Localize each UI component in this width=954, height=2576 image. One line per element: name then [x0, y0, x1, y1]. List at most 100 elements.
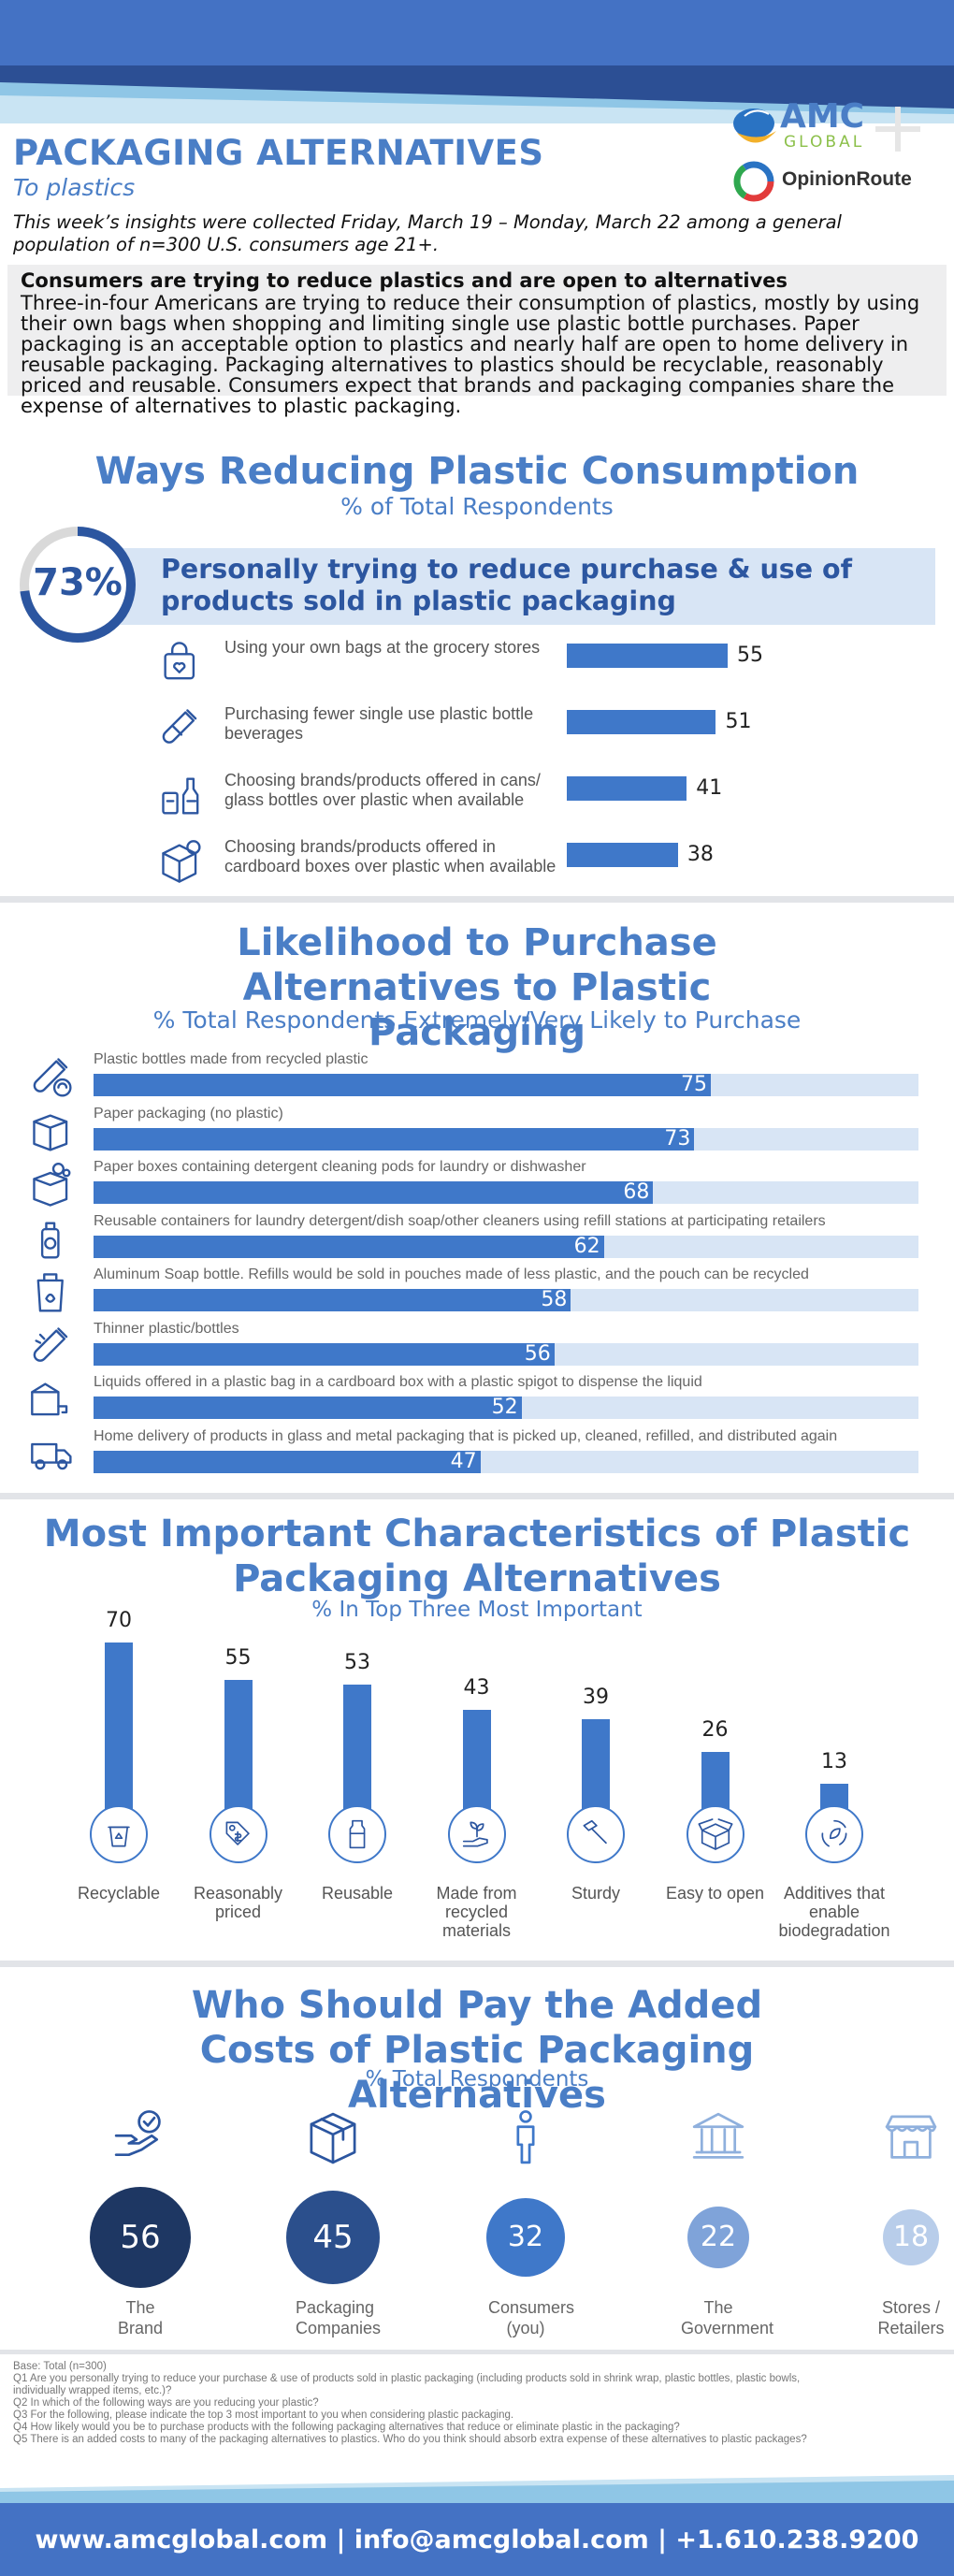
footer-banner — [0, 2475, 954, 2576]
s2-bar-value: 52 — [491, 1396, 518, 1419]
divider-2 — [0, 1493, 954, 1499]
s4-label: Packaging Companies — [296, 2298, 382, 2337]
s2-bar — [94, 1181, 654, 1204]
summary-body: Three-in-four Americans are trying to re… — [21, 292, 920, 417]
s1-bar — [567, 710, 716, 734]
s3-bar-value: 55 — [224, 1645, 252, 1670]
s3-icon-circle — [805, 1805, 863, 1863]
shopping-bag-icon — [164, 642, 195, 680]
refill-container-icon — [40, 1221, 60, 1259]
s3-bar-value: 43 — [463, 1675, 490, 1700]
s2-bar-value: 75 — [681, 1073, 707, 1096]
cans-bottles-icon — [162, 777, 199, 815]
hand-badge-icon — [114, 2110, 161, 2157]
s2-bar-value: 62 — [573, 1234, 600, 1258]
section1-subtitle: % of Total Respondents — [340, 493, 614, 520]
amc-logo-text: AMC — [780, 97, 865, 136]
summary-box — [7, 265, 947, 396]
s2-row-label: Liquids offered in a plastic bag in a ca… — [94, 1374, 702, 1390]
section3-title: Most Important Characteristics of Plasti… — [43, 1512, 911, 1600]
s1-row-label: Choosing brands/products offered in cans… — [224, 771, 541, 809]
s3-bar-value: 53 — [344, 1651, 370, 1675]
s2-bar-value: 73 — [664, 1126, 691, 1151]
s2-row-label: Reusable containers for laundry detergen… — [94, 1212, 826, 1229]
s4-bubble: 32 — [486, 2198, 565, 2277]
footnote-base: Base: Total (n=300) — [13, 2361, 107, 2372]
s2-row-label: Aluminum Soap bottle. Refills would be s… — [94, 1266, 809, 1282]
divider-4 — [0, 2350, 954, 2354]
s3-bar-value: 13 — [821, 1750, 847, 1774]
footnote-q4: Q4 How likely would you be to purchase p… — [13, 2422, 680, 2433]
divider-1 — [0, 896, 954, 903]
bag-in-box-icon — [31, 1382, 68, 1416]
leaf-recycle-icon — [821, 1819, 847, 1847]
s4-bubble: 18 — [883, 2209, 939, 2265]
cardboard-box-icon — [162, 840, 201, 883]
s2-bar — [94, 1450, 481, 1473]
highlight-band — [112, 548, 935, 625]
plastic-bottle-icon — [162, 709, 197, 744]
s2-bar — [94, 1127, 695, 1151]
s1-bar-value: 51 — [725, 710, 752, 733]
section1-title: Ways Reducing Plastic Consumption — [94, 450, 860, 493]
s1-row-label: Choosing brands/products offered in card… — [224, 837, 556, 876]
s3-bar — [582, 1719, 610, 1816]
s3-icon-circle — [567, 1805, 625, 1863]
amc-global-logo: AMC GLOBAL — [731, 99, 937, 159]
page-subtitle: To plastics — [13, 174, 136, 201]
reusable-bottle-icon — [349, 1819, 366, 1849]
s3-icon-circle — [686, 1805, 744, 1863]
package-icon — [310, 2112, 356, 2164]
s4-bubble: 22 — [687, 2207, 749, 2268]
footnote-q5: Q5 There is an added costs to many of th… — [13, 2434, 807, 2445]
storefront-icon — [885, 2115, 937, 2159]
s2-bar — [94, 1289, 571, 1311]
s3-bar-label: Reusable — [321, 1884, 394, 1903]
delivery-truck-icon — [31, 1442, 72, 1469]
s3-bar-value: 39 — [583, 1686, 609, 1710]
s3-bar — [224, 1679, 253, 1816]
big-percent: 73% — [33, 561, 123, 604]
footnote-q3: Q3 For the following, please indicate th… — [13, 2410, 514, 2421]
s1-row-label: Using your own bags at the grocery store… — [224, 638, 541, 657]
page-title: PACKAGING ALTERNATIVES — [13, 133, 544, 173]
s2-row-label: Paper boxes containing detergent cleanin… — [94, 1159, 586, 1175]
s2-bar-value: 47 — [450, 1449, 477, 1473]
big-statement: Personally trying to reduce purchase & u… — [161, 554, 852, 616]
s1-bar-value: 55 — [737, 644, 763, 667]
footnote-q1: Q1 Are you personally trying to reduce y… — [13, 2373, 801, 2396]
s3-bar-label: Recyclable — [77, 1884, 161, 1903]
s3-bar-value: 26 — [701, 1717, 729, 1742]
percent-ring — [20, 527, 136, 643]
s2-bar — [94, 1074, 711, 1096]
divider-3 — [0, 1961, 954, 1967]
s3-bar-label: Easy to open — [665, 1884, 765, 1903]
summary-heading: Consumers are trying to reduce plastics … — [21, 269, 788, 292]
intro-text: This week’s insights were collected Frid… — [13, 211, 842, 255]
s3-bar — [105, 1643, 133, 1816]
s4-label: Consumers (you) — [488, 2298, 575, 2337]
soap-pouch-icon — [36, 1273, 64, 1312]
s1-row-label: Purchasing fewer single use plastic bott… — [224, 704, 534, 743]
s2-bar — [94, 1342, 555, 1366]
government-building-icon — [692, 2112, 744, 2159]
price-tag-icon — [225, 1821, 250, 1845]
thin-bottle-icon — [33, 1326, 68, 1362]
paper-box-icon — [33, 1113, 68, 1151]
footer-contact-text[interactable]: www.amcglobal.com | info@amcglobal.com |… — [35, 2525, 919, 2554]
top-banner — [0, 0, 954, 123]
hammer-icon — [583, 1819, 607, 1845]
s3-bar-label: Sturdy — [571, 1884, 621, 1903]
s3-bar — [462, 1709, 491, 1816]
recycled-bottle-icon — [33, 1058, 72, 1097]
section4-subtitle: % Total Respondents — [365, 2067, 589, 2091]
s3-bar-label: Made from recycled materials — [436, 1884, 517, 1940]
opinionroute-logo: OpinionRoute — [731, 157, 937, 208]
section3-subtitle: % In Top Three Most Important — [311, 1598, 643, 1622]
footnotes: Base: Total (n=300) Q1 Are you personall… — [13, 2361, 817, 2446]
person-icon — [516, 2110, 535, 2164]
section2-subtitle: % Total Respondents Extremely/Very Likel… — [152, 1006, 802, 1034]
s1-bar — [567, 776, 687, 801]
s2-bar-value: 56 — [524, 1341, 551, 1366]
s3-bar — [343, 1685, 371, 1816]
